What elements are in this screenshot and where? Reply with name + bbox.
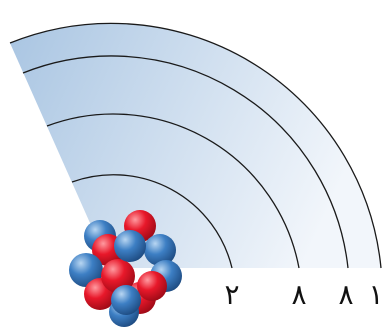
proton-particle (101, 259, 135, 293)
shell-label-3: ٨ (338, 278, 353, 311)
neutron-particle (111, 285, 141, 315)
neutron-particle (69, 253, 103, 287)
shell-label-2: ٨ (291, 278, 306, 311)
shell-label-1: ٢ (224, 278, 239, 311)
neutron-particle (114, 230, 146, 262)
neutron-particle (144, 234, 176, 266)
shell-label-4: ١ (368, 278, 383, 311)
nucleus (69, 210, 182, 327)
shell-arc-1 (71, 174, 233, 269)
shell-arc-3 (22, 55, 349, 269)
shell-region (10, 23, 381, 268)
proton-particle (137, 271, 167, 301)
shell-arc-4 (9, 22, 382, 269)
shell-arc-2 (46, 113, 300, 269)
